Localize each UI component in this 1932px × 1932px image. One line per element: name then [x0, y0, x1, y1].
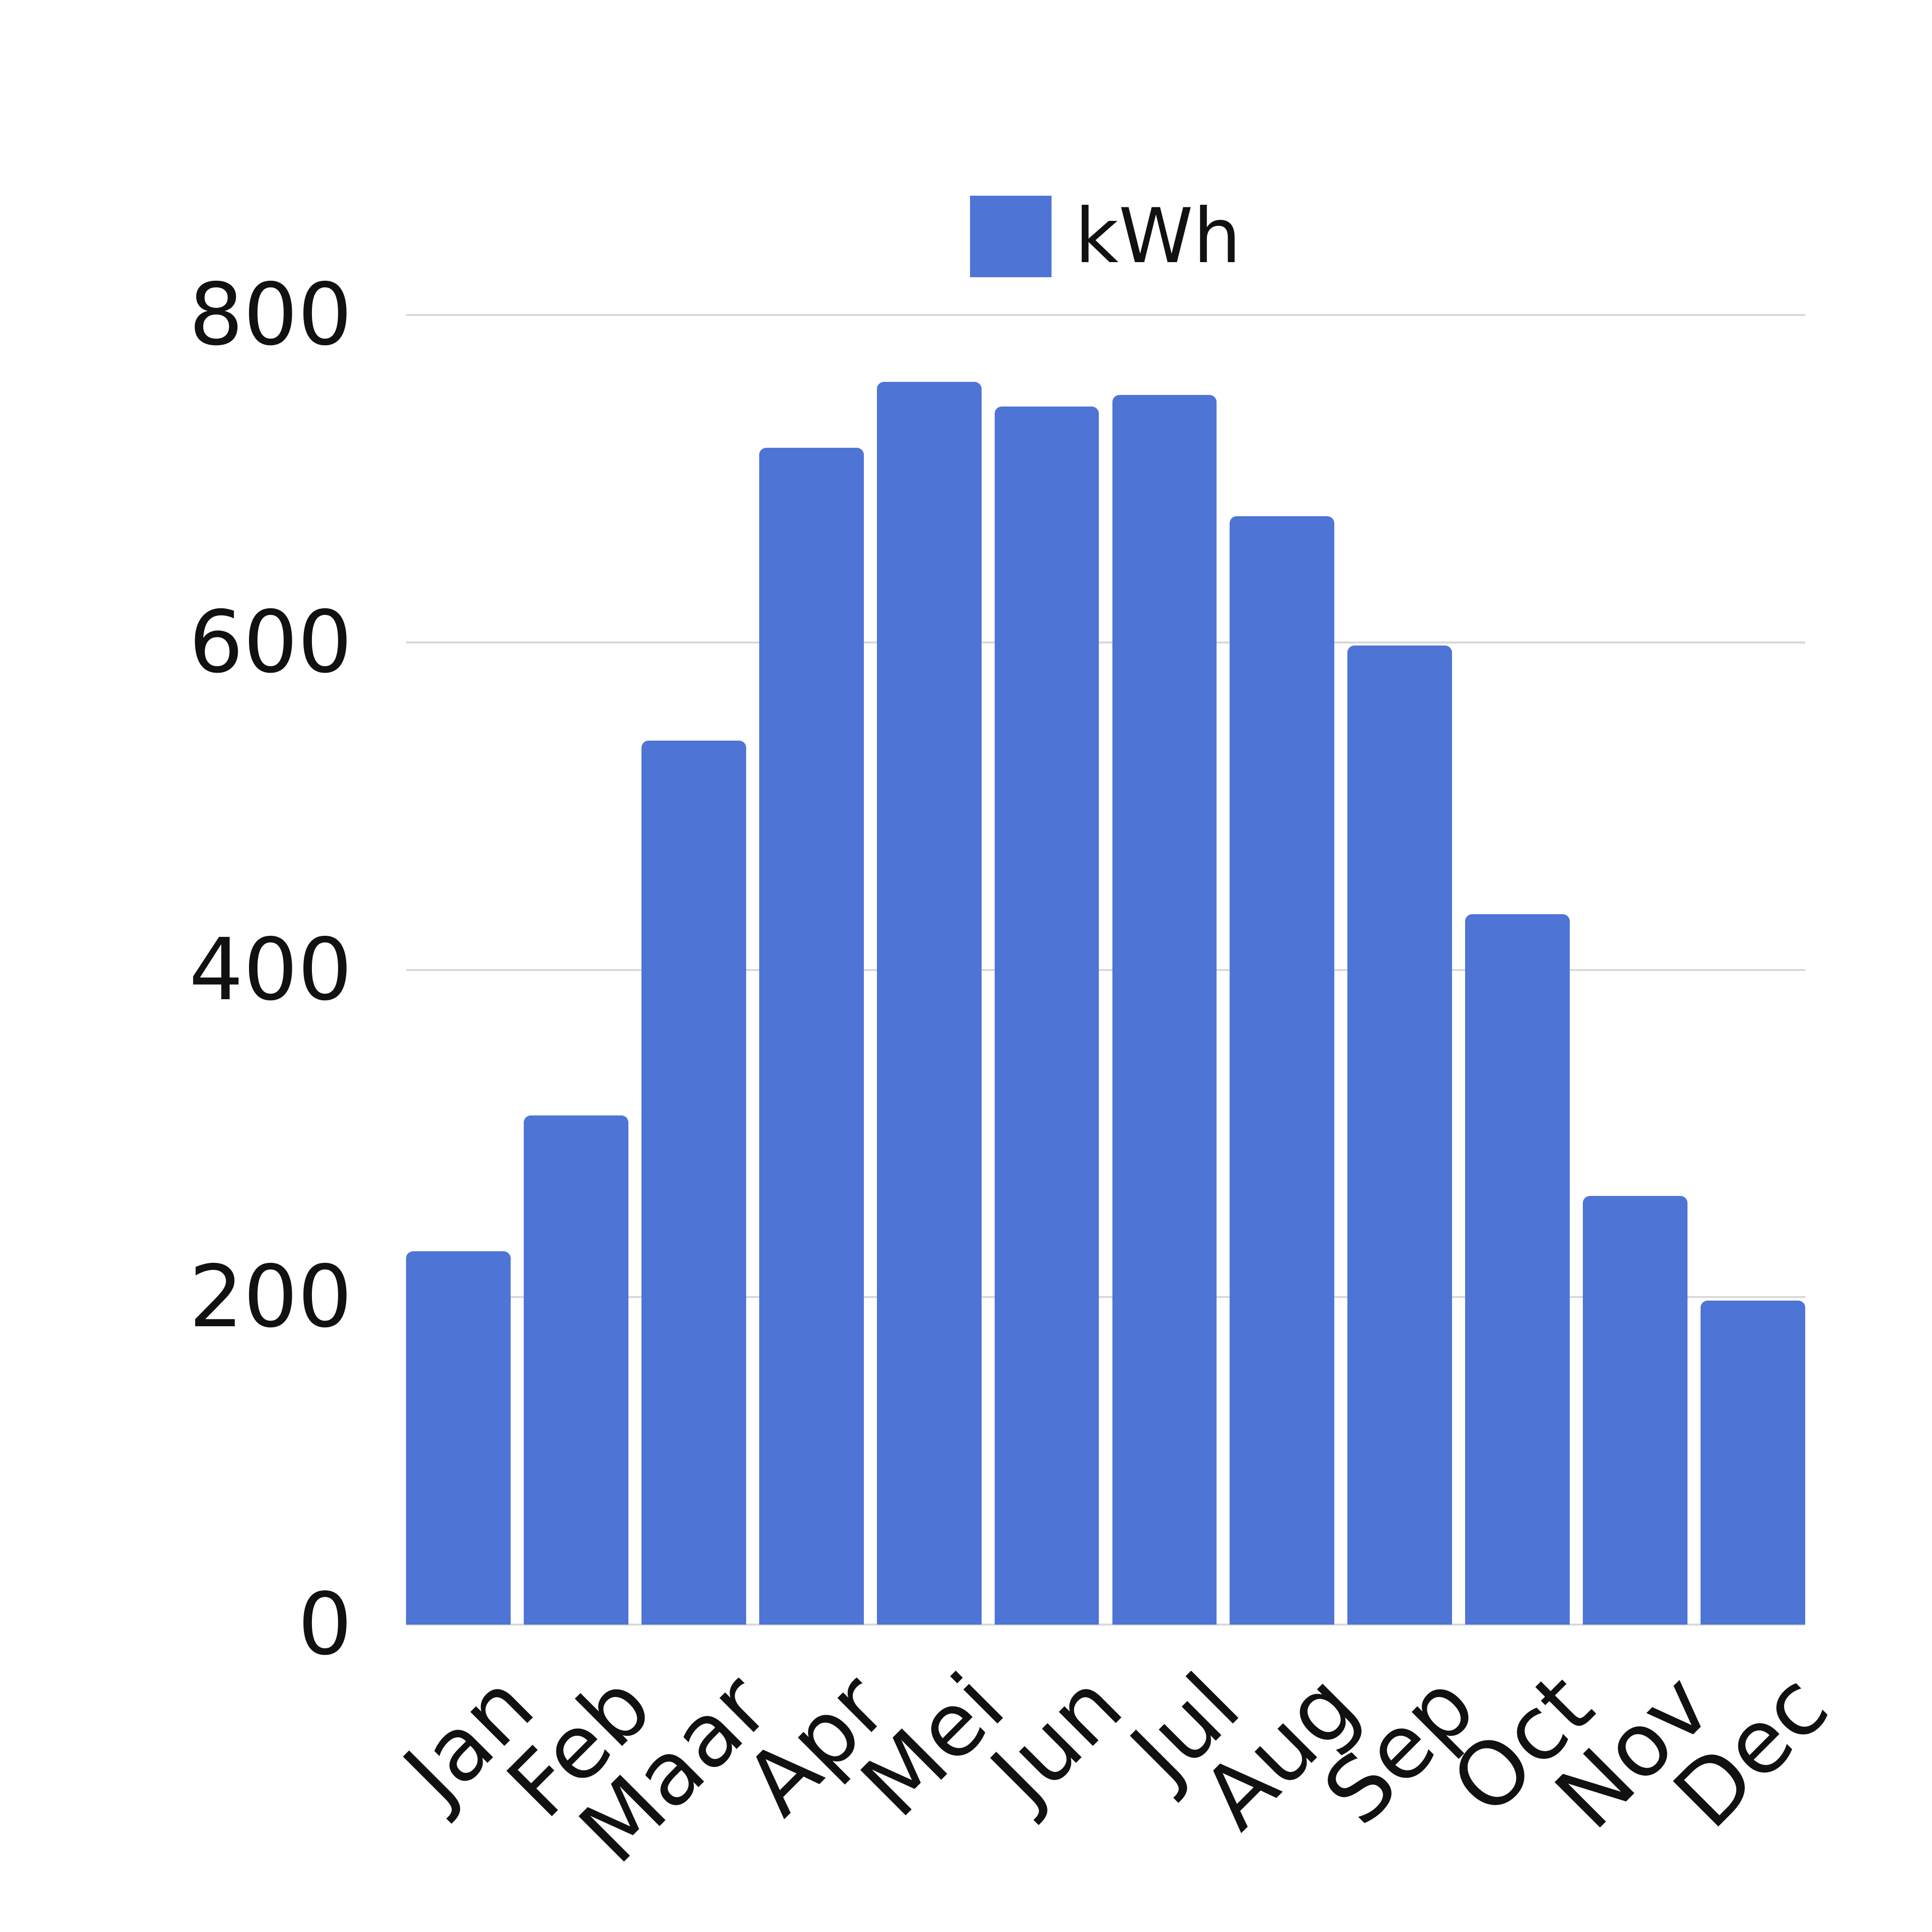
bar-maar: [641, 740, 746, 1625]
legend: kWh: [406, 196, 1805, 277]
y-tick-label-0: 0: [297, 1575, 352, 1674]
bar-jul: [1112, 395, 1217, 1625]
bar-nov: [1583, 1195, 1688, 1625]
bar-sep: [1347, 646, 1453, 1625]
gridline-400: [406, 969, 1805, 971]
gridline-600: [406, 641, 1805, 643]
y-tick-label-400: 400: [189, 920, 352, 1020]
x-axis-labels: Jan Feb Maar Apr Mei Jun Jul Aug Sep Oct Nov Dec: [385, 1625, 1847, 1926]
bar-aug: [1230, 516, 1335, 1625]
bar-jan: [406, 1251, 511, 1625]
gridline-200: [406, 1296, 1805, 1299]
y-axis-labels: 0 200 400 600 800: [0, 272, 352, 1667]
legend-swatch-icon: [970, 196, 1052, 277]
y-tick-label-200: 200: [189, 1247, 352, 1347]
bar-mei: [876, 382, 982, 1625]
y-tick-label-600: 600: [189, 592, 352, 692]
legend-label: kWh: [1075, 193, 1241, 280]
gridline-0: [406, 1624, 1805, 1626]
gridline-800: [406, 314, 1805, 316]
bar-dec: [1701, 1300, 1805, 1625]
bar-series: [406, 315, 1805, 1625]
bar-feb: [523, 1115, 628, 1625]
bar-jun: [994, 407, 1099, 1625]
x-tick-label-jun: Jun: [972, 1655, 1142, 1824]
y-tick-label-800: 800: [189, 265, 352, 365]
bar-oct: [1465, 914, 1570, 1625]
bar-apr: [759, 447, 864, 1625]
plot-area: [406, 314, 1805, 1626]
